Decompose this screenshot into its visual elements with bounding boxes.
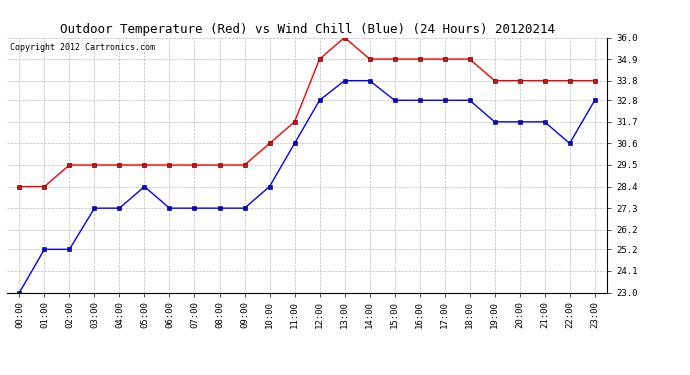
Text: Copyright 2012 Cartronics.com: Copyright 2012 Cartronics.com [10, 43, 155, 52]
Title: Outdoor Temperature (Red) vs Wind Chill (Blue) (24 Hours) 20120214: Outdoor Temperature (Red) vs Wind Chill … [59, 23, 555, 36]
